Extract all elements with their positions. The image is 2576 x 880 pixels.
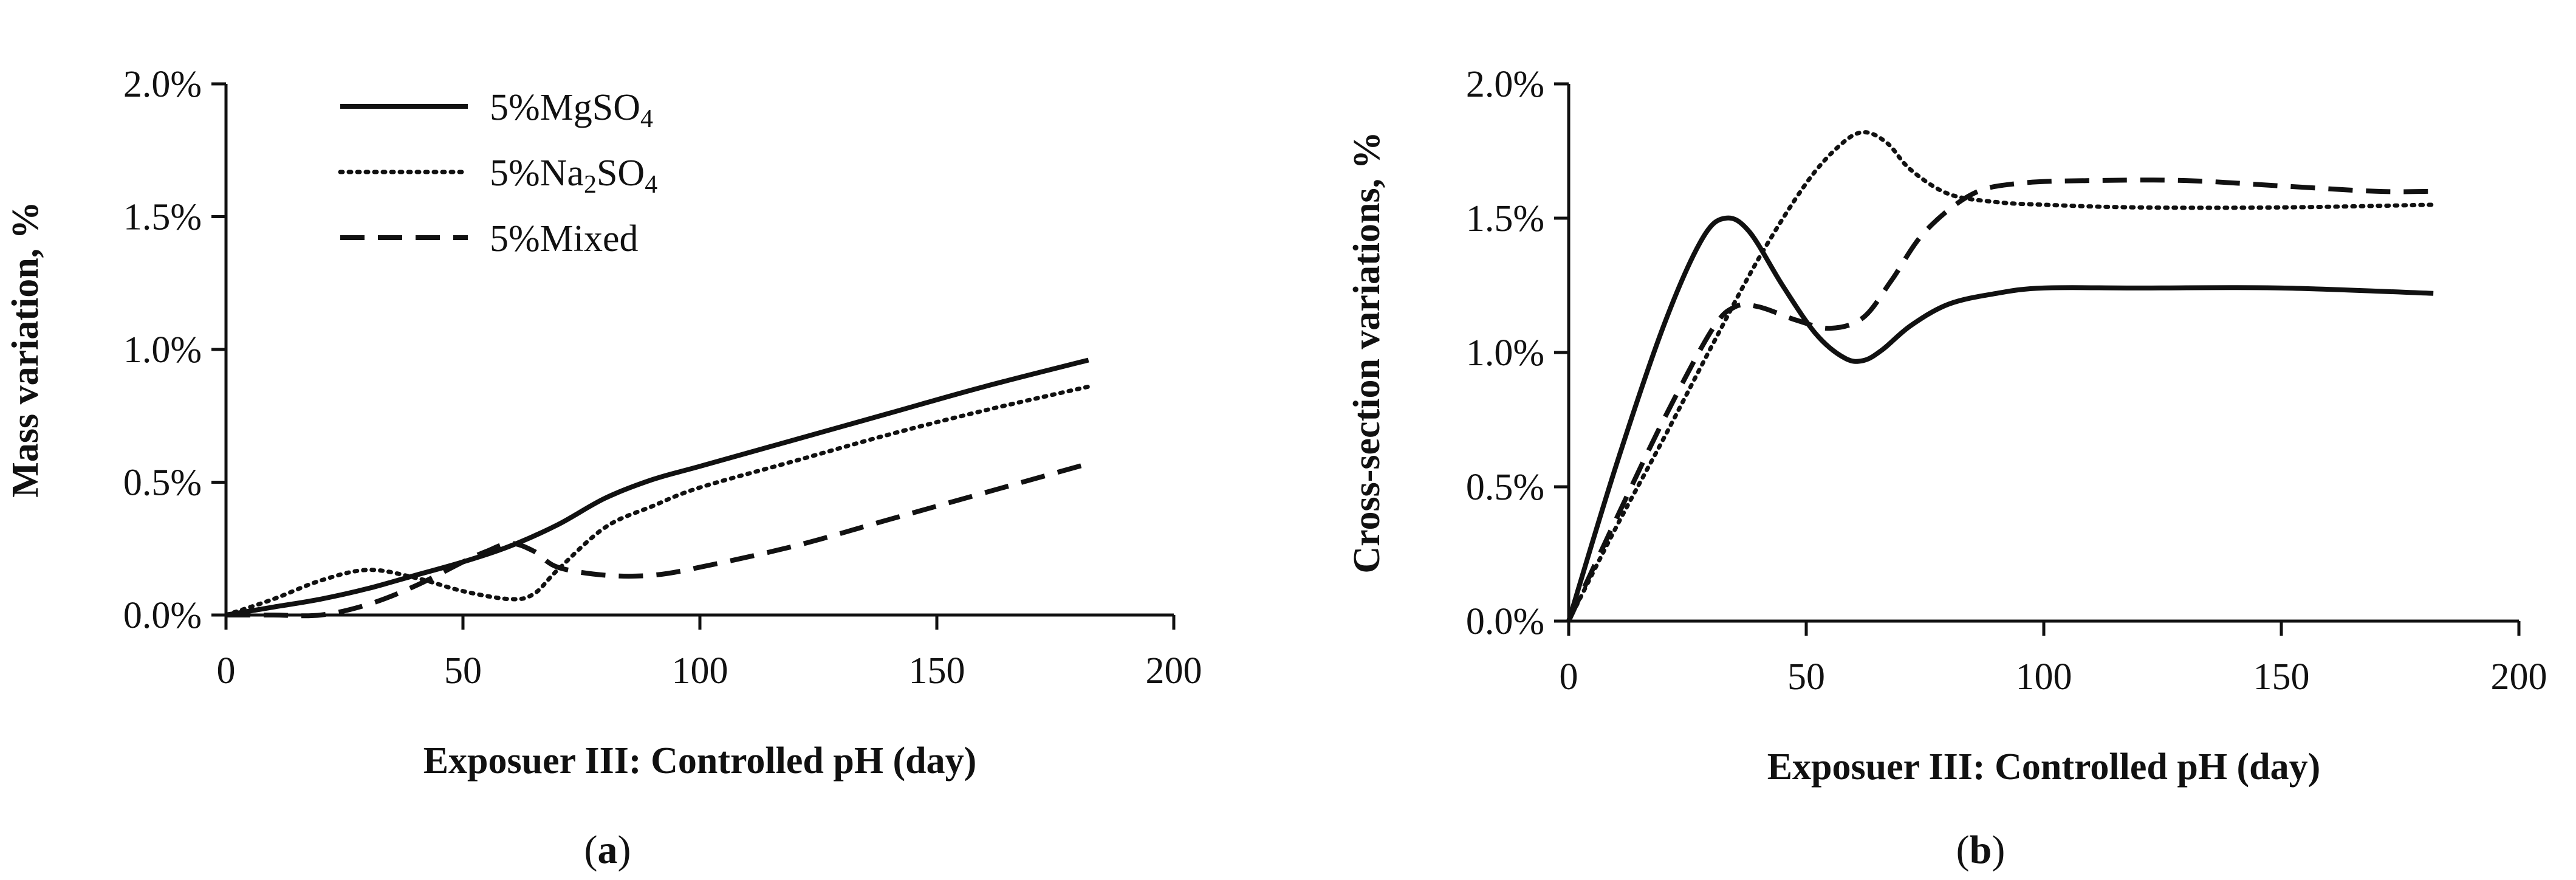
y-axis-title: Mass variation, % — [5, 201, 46, 497]
series-line-dotted — [224, 384, 1091, 617]
y-tick-label: 0.0% — [123, 595, 202, 636]
panel-caption: (b) — [1956, 828, 2006, 872]
x-tick-label: 100 — [672, 650, 728, 692]
y-tick-label: 1.0% — [123, 329, 202, 371]
legend-label: 5%Na2SO4 — [490, 153, 657, 199]
x-tick-label: 150 — [909, 650, 965, 692]
y-tick-label: 2.0% — [123, 64, 202, 105]
x-tick-label: 50 — [444, 650, 482, 692]
series-line-dashed — [226, 461, 1089, 619]
x-tick-label: 0 — [1560, 656, 1578, 698]
series-line-dotted — [1566, 130, 2436, 624]
y-tick-label: 2.0% — [1466, 64, 1544, 105]
y-tick-label: 1.5% — [123, 197, 202, 238]
legend: 5%MgSO4 5%Na2SO4 5%Mixed — [338, 87, 657, 260]
y-tick-label: 1.5% — [1466, 198, 1544, 239]
y-tick-label: 0.5% — [123, 462, 202, 504]
series-line-solid — [1566, 215, 2434, 622]
x-tick-label: 100 — [2016, 656, 2072, 698]
y-tick-label: 0.0% — [1466, 601, 1544, 642]
x-tick-label: 0 — [217, 650, 236, 692]
series-line-dashed — [1566, 177, 2434, 622]
y-tick-label: 1.0% — [1466, 332, 1544, 374]
y-tick-label: 0.5% — [1466, 467, 1544, 508]
chart-panel-a: 0.0% 0.5% 1.0% 1.5% 2.0% 0 50 100 150 200 Exposuer… — [5, 64, 1202, 872]
x-axis-title: Exposuer III: Controlled pH (day) — [423, 740, 977, 782]
x-tick-label: 200 — [2491, 656, 2547, 698]
x-axis-title: Exposuer III: Controlled pH (day) — [1767, 746, 2321, 788]
y-axis-title: Cross-section variations, % — [1346, 131, 1388, 573]
series-line-solid — [225, 357, 1089, 617]
panel-caption: (a) — [584, 828, 631, 872]
legend-label: 5%MgSO4 — [490, 87, 653, 133]
legend-label: 5%Mixed — [490, 218, 639, 260]
x-tick-label: 200 — [1146, 650, 1202, 692]
x-tick-label: 150 — [2253, 656, 2310, 698]
chart-panel-b: 0.0% 0.5% 1.0% 1.5% 2.0% 0 50 100 150 200 Exposuer… — [1346, 64, 2547, 872]
x-tick-label: 50 — [1787, 656, 1825, 698]
